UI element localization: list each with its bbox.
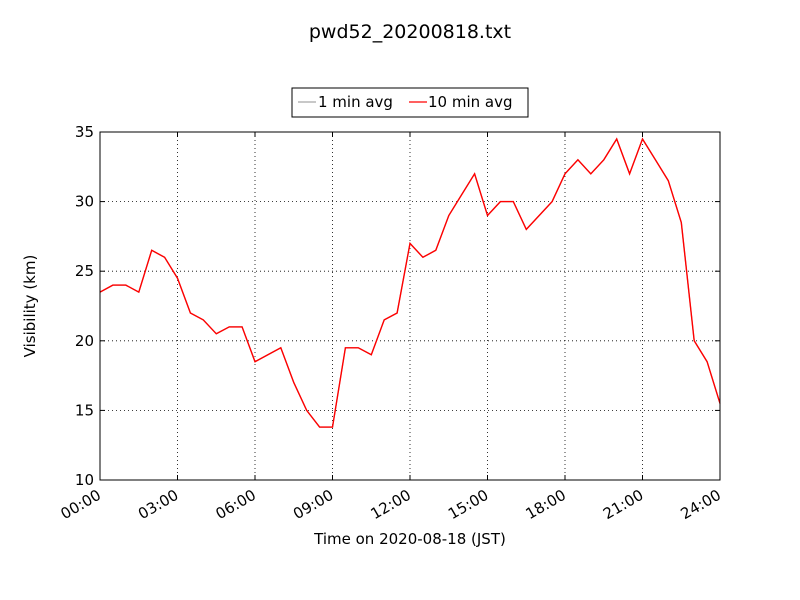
x-tick-label: 06:00 [213,486,259,523]
x-tick-label: 21:00 [600,486,646,523]
x-tick-labels: 00:00 03:00 06:00 09:00 12:00 15:00 18:00 21:00… [58,486,724,523]
x-tick-label: 15:00 [445,486,491,523]
series-1min-avg [99,137,721,428]
x-axis-label: Time on 2020-08-18 (JST) [313,530,506,548]
x-tick-label: 00:00 [58,486,104,523]
x-tick-label: 09:00 [290,486,336,523]
x-tick-label: 24:00 [678,486,724,523]
legend-label-1min: 1 min avg [318,93,393,111]
x-tick-label: 18:00 [523,486,569,523]
grid [100,132,720,480]
ticks [99,131,721,481]
series-10min-avg [99,137,721,428]
y-tick-label: 10 [75,471,94,489]
y-tick-label: 25 [75,262,94,280]
legend-label-10min: 10 min avg [428,93,513,111]
y-tick-label: 30 [75,193,94,211]
y-tick-label: 35 [75,123,94,141]
y-axis-label: Visibility (km) [21,255,39,358]
y-tick-labels: 10 15 20 25 30 35 [75,123,94,489]
x-tick-label: 03:00 [135,486,181,523]
chart-title: pwd52_20200818.txt [309,21,511,43]
y-tick-label: 20 [75,332,94,350]
y-tick-label: 15 [75,401,94,419]
legend: 1 min avg 10 min avg [291,87,529,118]
line-1min-avg [99,137,721,428]
x-tick-label: 12:00 [368,486,414,523]
line-10min-avg [99,137,721,428]
